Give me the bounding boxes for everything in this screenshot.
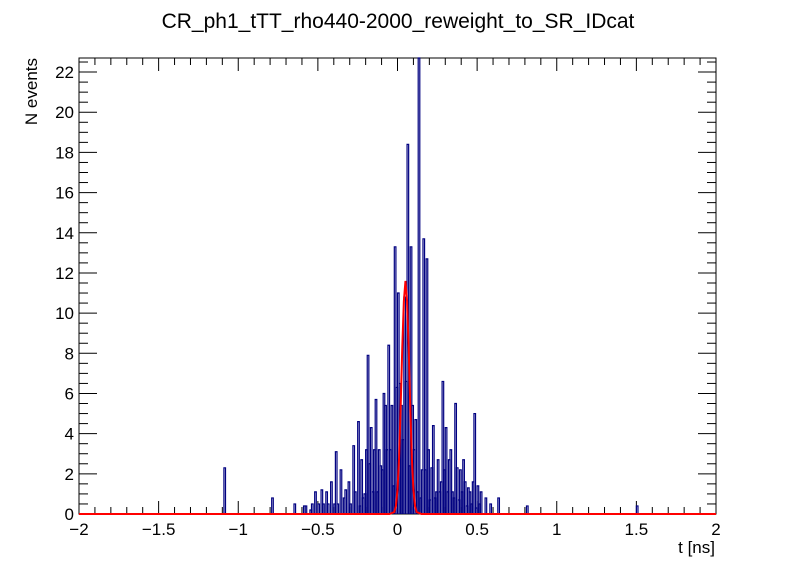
histogram-bin bbox=[314, 491, 317, 514]
histogram-bin bbox=[339, 469, 343, 514]
histogram-bin bbox=[390, 404, 394, 514]
histogram-bin bbox=[427, 449, 430, 514]
histogram-bin bbox=[334, 451, 338, 514]
histogram-bin bbox=[349, 503, 352, 514]
y-tick-label: 4 bbox=[65, 425, 74, 444]
histogram-bin bbox=[436, 459, 440, 514]
x-tick-label: 1.5 bbox=[625, 520, 649, 539]
histogram-bin bbox=[271, 497, 274, 514]
y-tick-label: 18 bbox=[55, 143, 74, 162]
histogram-bin bbox=[441, 380, 445, 514]
histogram-bin bbox=[422, 238, 426, 514]
histogram-bin bbox=[473, 412, 477, 514]
x-tick-label: 1 bbox=[552, 520, 561, 539]
y-tick-label: 16 bbox=[55, 184, 74, 203]
x-tick-label: −0.5 bbox=[301, 520, 335, 539]
histogram-bin bbox=[374, 398, 378, 514]
y-axis: 0 2 4 6 8 10 12 14 16 18 20 22 bbox=[55, 61, 716, 524]
histogram-bin bbox=[322, 503, 325, 514]
histogram-bin bbox=[344, 489, 348, 514]
chart-title: CR_ph1_tTT_rho440-2000_reweight_to_SR_ID… bbox=[162, 10, 635, 33]
x-tick-label: −1 bbox=[229, 520, 248, 539]
histogram-bin bbox=[304, 505, 308, 514]
histogram-bin bbox=[317, 503, 321, 514]
histogram-bin bbox=[497, 497, 501, 514]
histogram-bin bbox=[489, 503, 493, 514]
histogram-bin bbox=[369, 427, 373, 514]
histogram-bin bbox=[387, 344, 391, 514]
y-tick-label: 2 bbox=[65, 465, 74, 484]
x-tick-label: −2 bbox=[69, 520, 88, 539]
x-tick-label: 0.5 bbox=[465, 520, 489, 539]
y-tick-label: 10 bbox=[55, 304, 74, 323]
histogram-series bbox=[223, 57, 639, 514]
histogram-bin bbox=[449, 449, 453, 514]
histogram-bin bbox=[325, 491, 329, 514]
histogram-bin bbox=[414, 418, 418, 514]
histogram-bin bbox=[455, 467, 459, 514]
y-tick-label: 12 bbox=[55, 264, 74, 283]
histogram-bin bbox=[353, 491, 357, 514]
y-axis-label: N events bbox=[22, 58, 41, 125]
histogram-bin bbox=[393, 246, 397, 514]
histogram-bin bbox=[330, 481, 333, 514]
y-tick-label: 8 bbox=[65, 344, 74, 363]
histogram-bin bbox=[347, 481, 351, 514]
y-tick-label: 22 bbox=[55, 63, 74, 82]
histogram-bin bbox=[484, 497, 488, 514]
fit-curve-series bbox=[79, 280, 716, 515]
histogram-bin bbox=[223, 467, 227, 514]
histogram-bin bbox=[468, 491, 472, 514]
histogram-bin bbox=[479, 491, 483, 514]
histogram-bin bbox=[525, 505, 529, 514]
y-tick-label: 6 bbox=[65, 384, 74, 403]
histogram-bin bbox=[417, 57, 421, 514]
x-axis: −2 −1.5 −1 −0.5 0 0.5 1 1.5 2 bbox=[69, 58, 721, 539]
histogram-bin bbox=[366, 354, 370, 514]
histogram-bin bbox=[326, 503, 330, 514]
histogram-bin bbox=[444, 427, 448, 514]
histogram-bin bbox=[454, 402, 458, 514]
histogram-bin bbox=[320, 489, 324, 514]
y-tick-label: 14 bbox=[55, 224, 74, 243]
histogram-bin bbox=[476, 485, 480, 514]
fit-curve-line bbox=[79, 280, 716, 515]
histogram-bin bbox=[463, 481, 467, 514]
histogram-bin bbox=[293, 503, 297, 514]
x-tick-label: 0 bbox=[393, 520, 402, 539]
histogram-bin bbox=[635, 505, 639, 514]
histogram-bin bbox=[336, 503, 340, 514]
histogram-bin bbox=[310, 503, 314, 514]
x-tick-label: 2 bbox=[711, 520, 720, 539]
histogram-bin bbox=[431, 425, 435, 514]
histogram-bin bbox=[425, 258, 429, 514]
histogram-bin bbox=[357, 420, 360, 514]
histogram-bin bbox=[360, 459, 364, 514]
y-tick-label: 20 bbox=[55, 103, 74, 122]
histogram-bin bbox=[352, 445, 356, 514]
y-tick-label: 0 bbox=[65, 505, 74, 524]
x-tick-label: −1.5 bbox=[142, 520, 176, 539]
x-axis-label: t [ns] bbox=[678, 538, 715, 557]
